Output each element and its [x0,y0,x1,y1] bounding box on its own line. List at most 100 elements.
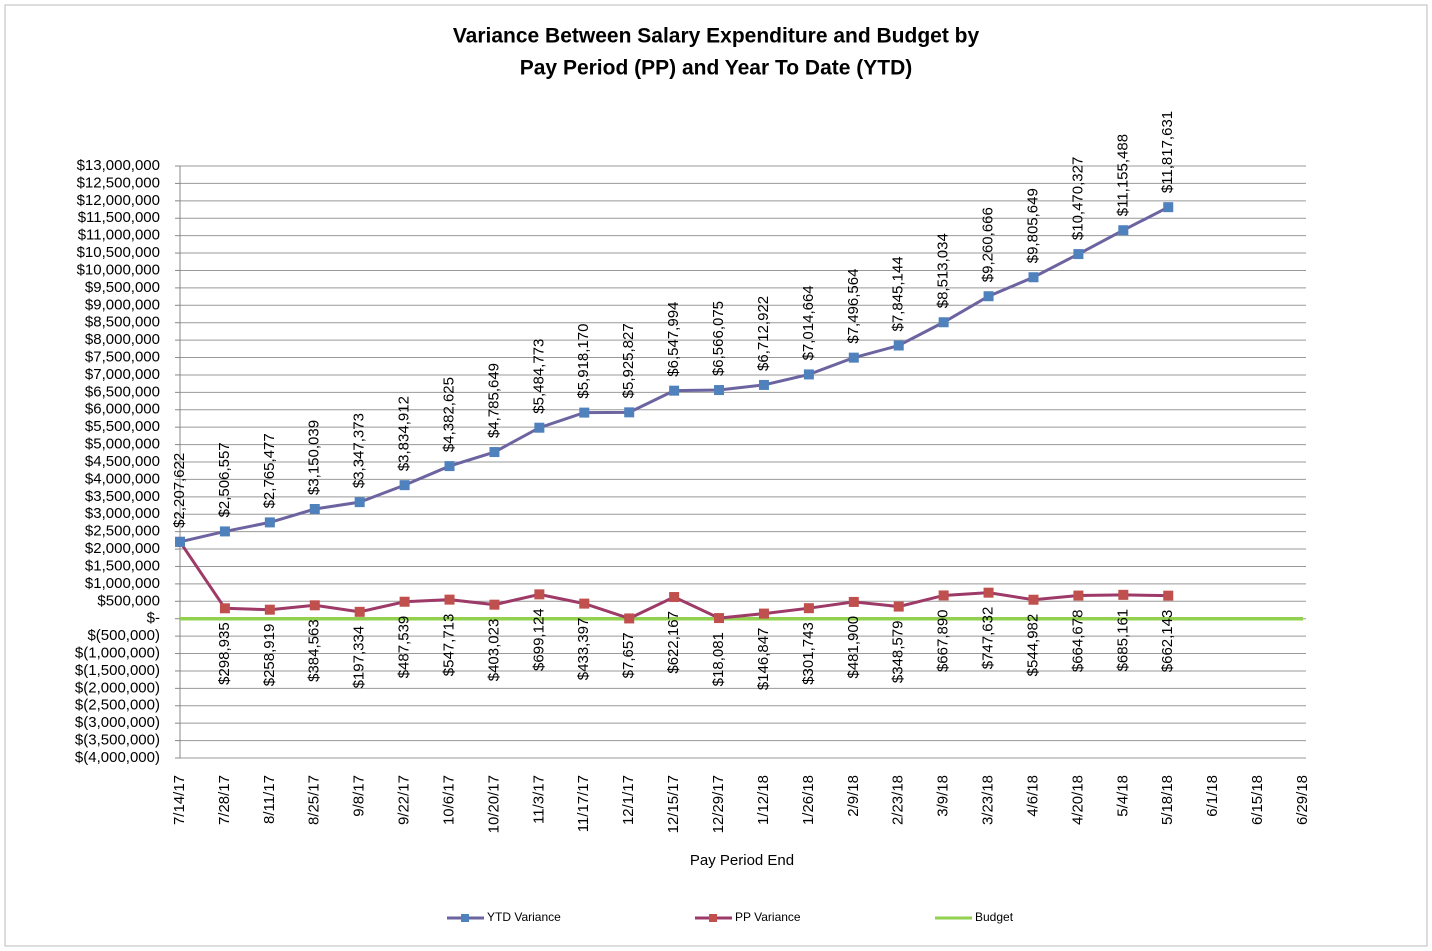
marker [1073,590,1084,601]
x-tick-label: 5/18/18 [1159,775,1176,825]
data-label: $2,506,557 [216,442,233,517]
y-tick-label: $12,000,000 [77,192,160,209]
y-tick-label: $1,000,000 [85,575,160,592]
y-tick-label: $- [147,610,160,627]
marker [354,606,365,617]
marker [758,379,769,390]
marker [803,369,814,380]
data-label: $7,657 [620,632,637,678]
y-tick-label: $4,500,000 [85,453,160,470]
data-label: $3,347,373 [351,413,368,488]
data-label: $544,982 [1024,614,1041,677]
y-tick-label: $12,500,000 [77,174,160,191]
x-tick-label: 1/12/18 [755,775,772,825]
data-label: $487,539 [396,616,413,679]
y-tick-label: $11,000,000 [78,227,160,244]
marker [534,422,545,433]
marker [1118,589,1129,600]
marker [489,599,500,610]
data-label: $11,155,488 [1114,134,1131,216]
data-label: $699,124 [530,608,547,671]
marker [1073,249,1084,260]
y-tick-label: $9,500,000 [85,279,160,296]
marker [714,385,725,396]
y-tick-label: $6,000,000 [85,401,160,418]
y-tick-label: $(4,000,000) [75,749,160,766]
marker [983,291,994,302]
marker [309,504,320,515]
x-tick-label: 2/9/18 [845,775,862,817]
data-label: $9,260,666 [980,207,997,282]
marker [175,536,185,547]
y-tick-label: $7,000,000 [85,366,160,383]
x-tick-label: 6/15/18 [1249,775,1266,825]
x-tick-label: 5/4/18 [1114,775,1131,817]
legend-label: PP Variance [735,910,801,924]
x-tick-label: 10/6/17 [440,775,457,825]
x-tick-label: 8/11/17 [261,775,278,824]
marker [848,352,859,363]
chart-title: Pay Period (PP) and Year To Date (YTD) [520,57,913,80]
marker [579,598,590,609]
x-tick-label: 11/17/17 [575,775,592,832]
y-tick-label: $4,000,000 [85,470,160,487]
marker [624,407,635,418]
marker [938,317,949,328]
data-label: $384,563 [306,619,323,682]
x-tick-label: 12/1/17 [620,775,637,825]
y-tick-label: $(3,500,000) [75,732,160,749]
y-tick-label: $(1,500,000) [75,662,160,679]
data-label: $664,678 [1069,610,1086,673]
x-tick-label: 7/14/17 [171,775,188,825]
marker [893,601,904,612]
data-label: $301,743 [800,622,817,685]
marker [714,613,725,624]
marker [444,594,455,605]
x-tick-label: 6/29/18 [1294,775,1311,825]
data-label: $9,805,649 [1024,188,1041,263]
data-label: $7,845,144 [890,256,907,331]
x-tick-label: 3/9/18 [935,775,952,817]
data-label: $3,834,912 [396,396,413,471]
y-tick-label: $8,000,000 [85,331,160,348]
data-label: $5,484,773 [530,339,547,414]
data-label: $11,817,631 [1159,111,1176,193]
marker [309,600,320,611]
data-label: $667,890 [935,609,952,672]
x-tick-label: 10/20/17 [485,775,502,833]
y-tick-label: $5,500,000 [85,418,160,435]
y-tick-label: $1,500,000 [85,557,160,574]
marker [803,603,814,614]
data-label: $7,014,664 [800,285,817,360]
marker [1118,225,1129,236]
chart-title: Variance Between Salary Expenditure and … [453,25,980,48]
data-label: $18,081 [710,632,727,686]
x-axis-label: Pay Period End [690,852,794,869]
y-tick-label: $(2,000,000) [75,679,160,696]
marker [669,592,680,603]
legend-label: YTD Variance [487,910,561,924]
y-tick-label: $(2,500,000) [75,697,160,714]
marker [219,526,230,537]
y-tick-label: $2,500,000 [85,523,160,540]
data-label: $622,167 [665,611,682,674]
x-tick-label: 7/28/17 [216,775,233,825]
marker [624,613,635,624]
data-label: $747,632 [980,607,997,670]
x-tick-label: 8/25/17 [306,775,323,825]
data-label: $197,334 [351,626,368,689]
y-tick-label: $9,000,000 [85,296,160,313]
x-tick-label: 3/23/18 [980,775,997,825]
y-tick-label: $8,500,000 [85,314,160,331]
data-label: $10,470,327 [1069,157,1086,240]
y-tick-label: $6,500,000 [85,383,160,400]
data-label: $2,207,622 [171,453,188,528]
marker [264,604,275,615]
data-label: $2,765,477 [261,433,278,508]
data-label: $6,547,994 [665,302,682,377]
data-label: $685,161 [1114,609,1131,672]
marker [264,517,275,528]
marker [399,596,410,607]
y-tick-label: $13,000,000 [77,157,160,174]
